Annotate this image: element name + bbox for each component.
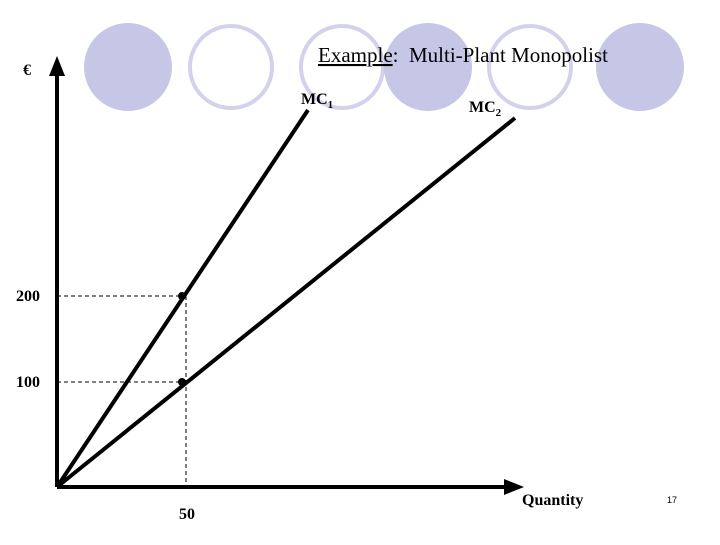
decorative-circles [84,23,684,111]
mc2-label-name: MC [469,99,496,116]
decor-circle-2 [188,24,274,110]
mc1-label-name: MC [301,91,328,108]
reference-lines [57,295,187,487]
y-axis-label: € [23,62,31,79]
x-tick-50: 50 [179,506,195,523]
decor-circle-4 [384,23,472,111]
title-rest: : Multi-Plant Monopolist [393,43,608,67]
mc1-label-subscript: 1 [328,99,334,111]
slide-title: Example: Multi-Plant Monopolist [318,43,608,67]
y-tick-100: 100 [16,374,40,391]
y-tick-200: 200 [16,288,40,305]
mc1-label: MC1 [301,91,333,111]
decor-circle-3 [299,24,385,110]
x-axis-arrow [504,479,524,495]
title-underlined: Example [318,43,393,67]
mc2-label: MC2 [469,99,502,119]
axes [49,56,524,495]
mc2-label-subscript: 2 [496,107,502,119]
point-mc1-at-50 [178,292,186,300]
decor-circle-5 [487,24,573,110]
x-axis-label: Quantity [522,492,583,509]
point-mc2-at-50 [178,378,186,386]
decor-circle-6 [596,23,684,111]
mc2-curve [55,116,517,489]
page-number: 17 [667,495,677,505]
decor-circle-1 [84,23,172,111]
y-axis-arrow [49,56,65,76]
